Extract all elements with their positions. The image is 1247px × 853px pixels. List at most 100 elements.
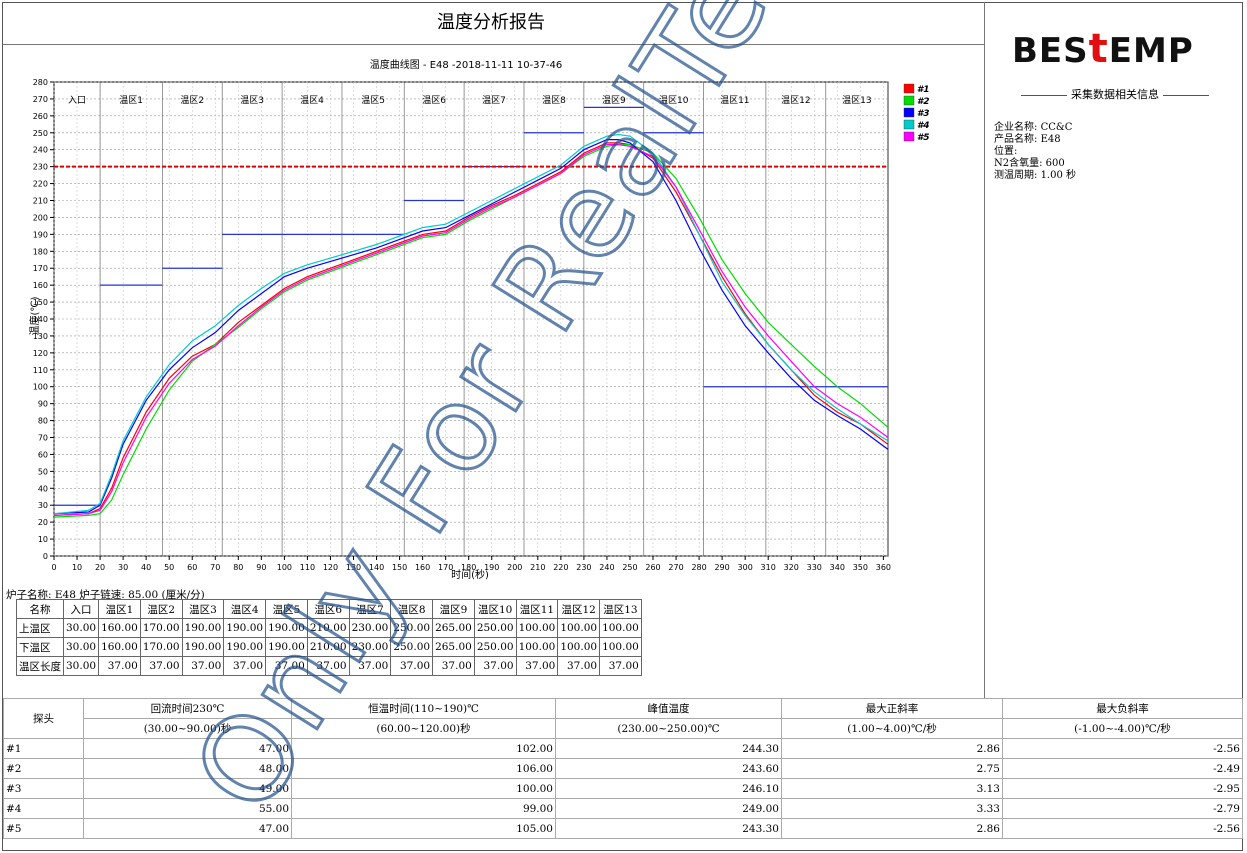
x-tick-label: 150 [392, 563, 407, 572]
zone-cell: 37.00 [557, 656, 601, 676]
x-tick-label: 220 [553, 563, 568, 572]
info-value: 600 [1045, 158, 1065, 169]
zone-label: 温区5 [361, 95, 385, 106]
zone-cell: 210.00 [306, 618, 350, 638]
metric-header: 回流时间230℃ [83, 698, 292, 719]
info-row: 企业名称: CC&C [994, 122, 1076, 134]
zone-cell: 170.00 [139, 637, 183, 657]
zone-header-cell: 温区2 [139, 599, 183, 619]
zone-header-cell: 温区8 [390, 599, 434, 619]
x-tick-label: 0 [51, 563, 56, 572]
zone-label: 温区1 [119, 95, 143, 106]
series-lines [53, 133, 889, 518]
metric-range: (60.00~120.00)秒 [291, 718, 556, 739]
zone-cell: 37.00 [348, 656, 392, 676]
zone-header-cell: 温区12 [557, 599, 601, 619]
series-line-3 [53, 138, 889, 515]
zone-cell: 37.00 [432, 656, 475, 676]
brand-logo: BEStEMP [1012, 26, 1194, 72]
y-tick-label: 250 [33, 129, 48, 138]
zone-label: 温区7 [482, 95, 506, 106]
zone-cell: 250.00 [473, 618, 517, 638]
x-tick-label: 60 [187, 563, 197, 572]
y-tick-label: 10 [38, 535, 48, 544]
y-tick-label: 110 [33, 366, 48, 375]
y-tick-label: 260 [33, 112, 48, 121]
result-cell: 48.00 [83, 758, 292, 779]
x-tick-label: 20 [95, 563, 105, 572]
zone-cell: 210.00 [306, 637, 350, 657]
metric-range: (-1.00~-4.00)℃/秒 [1002, 718, 1243, 739]
legend-label: #5 [917, 133, 930, 143]
zone-cell: 37.00 [181, 656, 225, 676]
zone-label: 温区8 [542, 95, 566, 106]
zone-header-cell: 温区10 [473, 599, 517, 619]
legend-swatch [903, 107, 915, 118]
zone-cell: 37.00 [390, 656, 434, 676]
zone-header-cell: 温区3 [181, 599, 225, 619]
x-tick-label: 290 [714, 563, 729, 572]
metric-header: 峰值温度 [555, 698, 782, 719]
chart-grid [53, 81, 889, 557]
probe-cell: #5 [3, 818, 84, 839]
y-tick-label: 200 [33, 213, 48, 222]
result-cell: 102.00 [291, 738, 556, 759]
results-range-row: (30.00~90.00)秒 (60.00~120.00)秒 (230.00~2… [4, 718, 1243, 739]
zone-cell: 100.00 [599, 637, 642, 657]
zone-label: 温区4 [300, 95, 324, 106]
info-label: 位置: [994, 146, 1018, 157]
results-header-row: 探头 回流时间230℃ 恒温时间(110~190)℃ 峰值温度 最大正斜率 最大… [3, 698, 1243, 739]
probe-header: 探头 [3, 698, 84, 739]
x-tick-label: 30 [118, 563, 128, 572]
result-cell: 99.00 [291, 798, 556, 819]
side-header: 采集数据相关信息 [990, 86, 1240, 102]
metric-header: 最大正斜率 [781, 698, 1003, 719]
result-cell: 55.00 [83, 798, 292, 819]
x-tick-label: 90 [256, 563, 266, 572]
legend-label: #2 [917, 97, 930, 107]
x-tick-label: 180 [461, 563, 476, 572]
info-label: 产品名称: [994, 134, 1038, 145]
x-tick-label: 70 [210, 563, 220, 572]
zone-header-cell: 温区13 [599, 599, 642, 619]
zone-row-length: 温区长度 30.00 37.00 37.00 37.00 37.00 37.00… [16, 656, 642, 676]
zone-cell: 30.00 [62, 656, 100, 676]
chart-legend: #1 #2 #3 #4 #5 [903, 83, 930, 143]
zone-header-cell: 名称 [16, 599, 64, 619]
zone-label: 温区11 [720, 95, 749, 106]
x-tick-label: 140 [369, 563, 384, 572]
probe-cell: #3 [3, 778, 84, 799]
info-row: 测温周期: 1.00 秒 [994, 170, 1076, 182]
x-tick-label: 280 [691, 563, 706, 572]
x-tick-label: 270 [668, 563, 683, 572]
legend-label: #4 [917, 121, 930, 131]
info-row: N2含氧量: 600 [994, 158, 1076, 170]
results-table: 探头 回流时间230℃ 恒温时间(110~190)℃ 峰值温度 最大正斜率 最大… [3, 698, 1243, 839]
y-tick-label: 70 [38, 434, 48, 443]
y-tick-label: 170 [33, 264, 48, 273]
zone-label: 温区6 [422, 95, 446, 106]
probe-cell: #4 [3, 798, 84, 819]
x-tick-label: 260 [645, 563, 660, 572]
zone-cell: 100.00 [557, 637, 601, 657]
zone-cell: 250.00 [473, 637, 517, 657]
result-cell: 2.75 [781, 758, 1003, 779]
zone-header-cell: 温区6 [306, 599, 350, 619]
legend-swatch [903, 95, 915, 106]
series-line-2 [53, 143, 889, 518]
info-label: N2含氧量: [994, 158, 1043, 169]
zone-cell: 190.00 [181, 637, 225, 657]
info-row: 产品名称: E48 [994, 134, 1076, 146]
result-cell: 47.00 [83, 818, 292, 839]
furnace-info: 炉子名称: E48 炉子链速: 85.00 (厘米/分) [6, 589, 205, 601]
title-divider [3, 44, 984, 45]
zone-header-cell: 温区7 [348, 599, 392, 619]
zone-cell: 160.00 [98, 637, 141, 657]
series-line-1 [53, 142, 889, 516]
x-tick-label: 340 [830, 563, 845, 572]
temperature-chart: 温度曲线图 - E48 -2018-11-11 10-37-46 入口 温区1 温区… [28, 58, 930, 581]
zone-header-cell: 温区11 [515, 599, 559, 619]
zone-header-cell: 温区9 [432, 599, 475, 619]
zone-cell: 190.00 [265, 618, 308, 638]
